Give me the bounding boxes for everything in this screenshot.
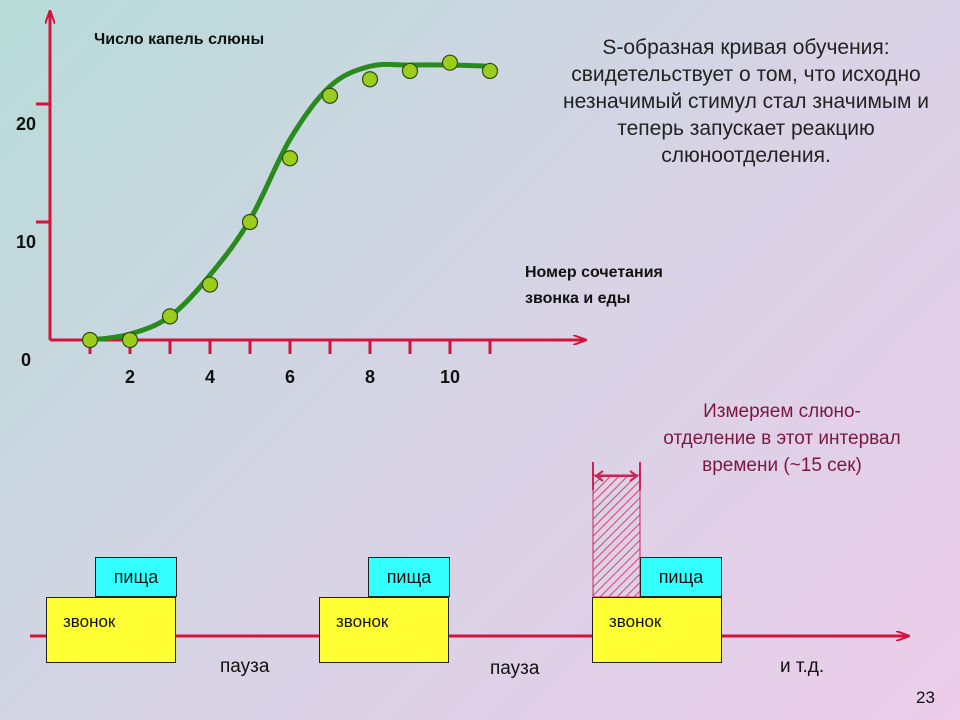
x-tick-2: 2 — [125, 367, 136, 387]
chart-axes — [36, 12, 585, 354]
measurement-interval — [592, 474, 641, 598]
data-point-10 — [441, 54, 459, 71]
food-box-1: пища — [95, 557, 177, 597]
measurement-note: Измеряем слюно-отделение в этот интервал… — [663, 401, 901, 476]
pause-label-2: пауза — [490, 658, 540, 679]
bell-box-3: звонок — [592, 597, 722, 663]
data-point-8 — [361, 71, 379, 88]
y-tick-10: 10 — [16, 232, 37, 252]
pause-label-1: пауза — [220, 656, 270, 677]
timeline — [30, 462, 908, 636]
x-tick-8: 8 — [365, 367, 376, 387]
food-box-2: пища — [368, 557, 450, 597]
x-tick-10: 10 — [440, 367, 461, 387]
data-point-9 — [401, 62, 419, 80]
x-axis-label-line1: Номер сочетания — [525, 264, 663, 281]
fit-curve-path — [87, 61, 493, 343]
y-axis-label: Число капель слюны — [94, 31, 265, 48]
bell-box-1: звонок — [46, 597, 176, 663]
data-point-7 — [321, 87, 339, 104]
data-point-6 — [281, 150, 299, 167]
data-point-3 — [161, 308, 179, 325]
fit-curve — [87, 61, 493, 343]
page-number: 23 — [916, 688, 935, 707]
bell-box-2: звонок — [319, 597, 449, 663]
caption-text: S-образная кривая обучения: свидетельств… — [563, 36, 929, 167]
x-axis-label-line2: звонка и еды — [525, 290, 631, 307]
data-point-4 — [201, 276, 219, 293]
interval-arrowheads — [594, 470, 639, 482]
etc-label: и т.д. — [780, 656, 825, 677]
data-point-11 — [481, 62, 499, 80]
food-box-3: пища — [640, 557, 722, 597]
y-tick-0: 0 — [21, 350, 32, 370]
data-point-2 — [121, 331, 139, 349]
data-point-5 — [241, 213, 259, 231]
data-point-1 — [81, 331, 99, 349]
data-points — [81, 54, 499, 349]
x-tick-4: 4 — [205, 367, 216, 387]
x-tick-6: 6 — [285, 367, 296, 387]
y-tick-20: 20 — [16, 114, 37, 134]
